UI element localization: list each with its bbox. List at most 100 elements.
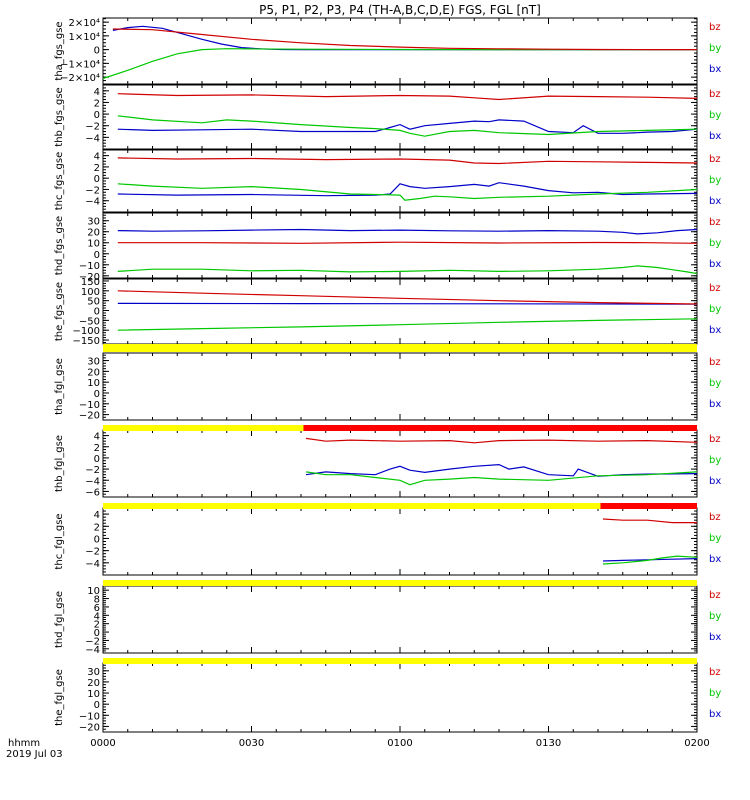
y-axis-label: thb_fgl_gse (54, 435, 65, 492)
series-line-by (117, 183, 698, 201)
legend-by: by (709, 455, 721, 466)
legend-bz: bz (709, 357, 721, 368)
date-label: 2019 Jul 03 (6, 749, 63, 760)
y-tick-label: 0 (94, 454, 100, 465)
legend-bz: bz (709, 512, 721, 523)
y-tick-label: 2×10⁴ (69, 18, 100, 29)
y-axis-label: the_fgs_gse (54, 282, 65, 341)
panel-thb_fgl_gse: 420−2−4−6 thb_fgl_gse bz by bx (54, 429, 721, 498)
y-tick-label: 2 (94, 620, 100, 631)
y-axis-label: thd_fgl_gse (54, 591, 65, 648)
legend-bz: bz (709, 667, 721, 678)
series-line-bx (305, 463, 698, 477)
y-tick-label: −20 (79, 411, 100, 422)
series-line-bx (117, 119, 698, 134)
legend-bx: bx (709, 64, 721, 75)
y-tick-label: −1×10⁴ (60, 59, 100, 70)
y-tick-label: 10 (87, 586, 100, 597)
availability-segment-yellow (103, 658, 697, 664)
y-axis-label: tha_fgl_gse (54, 358, 65, 415)
availability-segment-yellow (103, 580, 697, 586)
y-tick-label: 2 (94, 163, 100, 174)
legend-bx: bx (709, 476, 721, 487)
legend-bx: bx (709, 259, 721, 270)
y-tick-label: 20 (87, 678, 100, 689)
availability-bar (103, 580, 697, 586)
availability-segment-red (303, 425, 697, 431)
y-tick-label: −2 (85, 465, 100, 476)
y-tick-label: 30 (87, 217, 100, 228)
y-tick-label: −4 (85, 559, 100, 570)
series-line-bz (117, 157, 698, 165)
legend-bx: bx (709, 554, 721, 565)
legend-bx: bx (709, 399, 721, 410)
y-tick-label: 0 (94, 534, 100, 545)
y-tick-label: 2 (94, 522, 100, 533)
y-tick-label: −10 (79, 261, 100, 272)
y-tick-label: −50 (79, 316, 100, 327)
x-tick-label: 0200 (684, 738, 709, 749)
y-tick-label: −2 (85, 185, 100, 196)
series-line-bx (117, 302, 698, 305)
panel-thc_fgl_gse: 420 −2−4 thc_fgl_gse bz by bx (54, 507, 721, 576)
y-tick-label: −2×10⁴ (60, 73, 100, 84)
y-tick-label: 4 (94, 432, 100, 443)
y-tick-label: 0 (94, 250, 100, 261)
y-tick-label: 50 (87, 297, 100, 308)
legend-by: by (709, 533, 721, 544)
y-tick-label: −2 (85, 547, 100, 558)
y-axis-label: thc_fgl_gse (54, 513, 65, 569)
legend-bx: bx (709, 709, 721, 720)
availability-bar (103, 344, 697, 352)
y-axis-label: the_fgl_gse (54, 669, 65, 726)
y-tick-label: −4 (85, 197, 100, 208)
y-axis-label: thb_fgs_gse (54, 87, 65, 146)
legend-bz: bz (709, 154, 721, 165)
panel-frame (102, 84, 698, 150)
y-tick-label: 0 (94, 174, 100, 185)
legend-bx: bx (709, 131, 721, 142)
y-tick-label: −4 (85, 476, 100, 487)
legend-by: by (709, 688, 721, 699)
legend-bz: bz (709, 283, 721, 294)
y-tick-label: 100 (81, 287, 100, 298)
series-line-by (305, 471, 698, 486)
y-tick-label: −100 (73, 326, 100, 337)
series-line-bz (117, 241, 698, 244)
legend-bx: bx (709, 632, 721, 643)
y-tick-label: 0 (94, 46, 100, 57)
legend-bz: bz (709, 434, 721, 445)
y-tick-label: −20 (79, 272, 100, 283)
series-line-bx (112, 25, 697, 51)
y-tick-label: 2 (94, 443, 100, 454)
y-axis-label: thd_fgs_gse (54, 216, 65, 275)
x-tick-label: 0100 (387, 738, 412, 749)
panel-frame (102, 352, 698, 421)
y-tick-label: 20 (87, 228, 100, 239)
legend-by: by (709, 175, 721, 186)
y-tick-label: −150 (73, 336, 100, 347)
series-line-by (117, 115, 698, 137)
legend-bz: bz (709, 89, 721, 100)
y-tick-label: 4 (94, 510, 100, 521)
availability-segment-yellow (103, 503, 601, 509)
y-tick-label: −10 (79, 400, 100, 411)
time-axis-label: hhmm (8, 738, 40, 749)
y-tick-label: −10 (79, 711, 100, 722)
y-tick-label: 0 (94, 110, 100, 121)
availability-segment-yellow (103, 344, 697, 352)
y-tick-label: 4 (94, 87, 100, 98)
series-line-by (117, 265, 698, 275)
legend-bz: bz (709, 590, 721, 601)
y-tick-label: 4 (94, 611, 100, 622)
y-tick-label: 4 (94, 152, 100, 163)
legend-bz: bz (709, 22, 721, 33)
plot-title: P5, P1, P2, P3, P4 (TH-A,B,C,D,E) FGS, F… (259, 3, 541, 17)
y-tick-label: 0 (94, 628, 100, 639)
y-axis-label: tha_fgs_gse (54, 21, 65, 80)
legend-bx: bx (709, 196, 721, 207)
series-line-bx (117, 228, 698, 235)
